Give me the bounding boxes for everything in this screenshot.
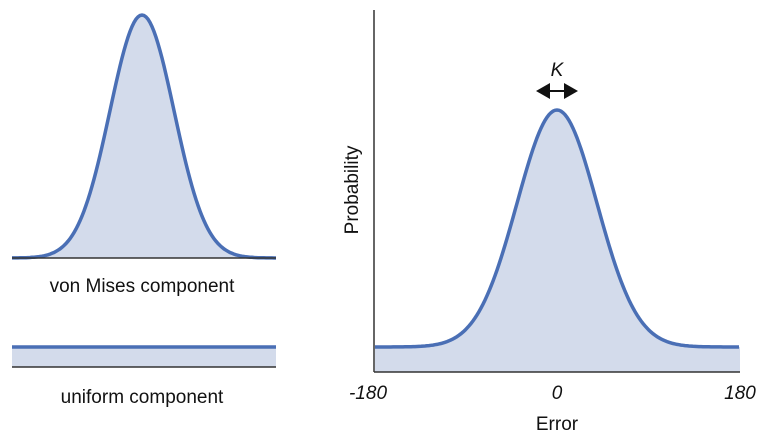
von-mises-curve <box>12 13 276 260</box>
mixture-curve <box>375 108 739 349</box>
x-tick-label: 0 <box>552 383 563 404</box>
x-tick-label: 180 <box>724 383 756 404</box>
uniform-label: uniform component <box>61 387 224 408</box>
y-axis-label: Probability <box>342 145 363 234</box>
x-tick-label: -180 <box>349 383 387 404</box>
x-axis-label: Error <box>536 414 579 435</box>
von-mises-label: von Mises component <box>50 276 236 297</box>
uniform-fill <box>12 347 276 367</box>
von-mises-fill <box>12 15 276 258</box>
width-label: K <box>551 60 565 81</box>
mixture-fill <box>375 110 740 372</box>
